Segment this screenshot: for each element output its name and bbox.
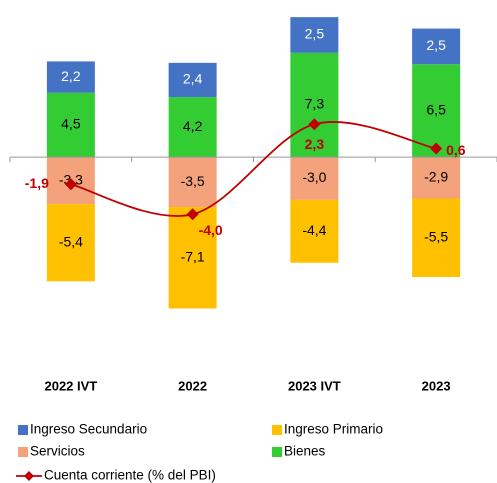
line-value-label: 0,6 xyxy=(446,142,466,158)
line-value-label: -4,0 xyxy=(199,222,223,238)
line-marker xyxy=(430,142,443,155)
legend-label: Cuenta corriente (% del PBI) xyxy=(44,468,216,483)
line-value-label: -1,9 xyxy=(25,175,49,191)
bar-segment xyxy=(46,204,95,282)
value-label: 2,5 xyxy=(426,37,446,53)
value-label: -5,4 xyxy=(59,233,83,249)
value-label: -2,9 xyxy=(424,168,448,184)
legend-swatch xyxy=(272,425,282,435)
bar-segment xyxy=(46,61,95,93)
value-label: 2,2 xyxy=(61,68,81,84)
bar-segment xyxy=(412,64,461,158)
x-tick-label: 2023 xyxy=(422,378,451,393)
bar-segment xyxy=(46,92,95,158)
line-marker xyxy=(64,178,77,191)
legend-label: Servicios xyxy=(30,444,85,459)
legend-marker xyxy=(24,471,34,481)
legend-swatch xyxy=(18,447,28,457)
value-label: -4,4 xyxy=(302,222,326,238)
bar-segment xyxy=(290,17,339,53)
bar-segment xyxy=(290,157,339,200)
value-label: 4,2 xyxy=(183,118,203,134)
value-label: -7,1 xyxy=(181,248,205,264)
bar-segment xyxy=(168,62,217,98)
x-tick-label: 2022 xyxy=(178,378,207,393)
value-label: -3,0 xyxy=(302,169,326,185)
x-tick-label: 2023 IVT xyxy=(288,378,341,393)
value-label: 2,4 xyxy=(183,71,203,87)
bar-segment xyxy=(412,28,461,65)
bar-segment xyxy=(168,207,217,309)
bar-segment xyxy=(412,198,461,278)
value-label: 6,5 xyxy=(426,101,446,117)
bar-segment xyxy=(290,199,339,263)
value-label: -3,5 xyxy=(181,173,205,189)
x-tick-label: 2022 IVT xyxy=(44,378,97,393)
line-marker xyxy=(308,118,321,131)
legend-swatch xyxy=(18,425,28,435)
legend-label: Bienes xyxy=(284,444,326,459)
legend-label: Ingreso Primario xyxy=(284,422,383,437)
bar-segment xyxy=(290,52,339,158)
value-label: 7,3 xyxy=(305,96,325,112)
bar-segment xyxy=(168,157,217,208)
value-label: -5,5 xyxy=(424,228,448,244)
value-label: 4,5 xyxy=(61,116,81,132)
line-value-label: 2,3 xyxy=(305,136,325,152)
line-marker xyxy=(186,208,199,221)
value-label: 2,5 xyxy=(305,26,325,42)
bar-segment xyxy=(412,157,461,199)
bar-segment xyxy=(168,97,217,158)
legend-label: Ingreso Secundario xyxy=(30,422,147,437)
line-series xyxy=(70,121,437,217)
legend-swatch xyxy=(272,447,282,457)
